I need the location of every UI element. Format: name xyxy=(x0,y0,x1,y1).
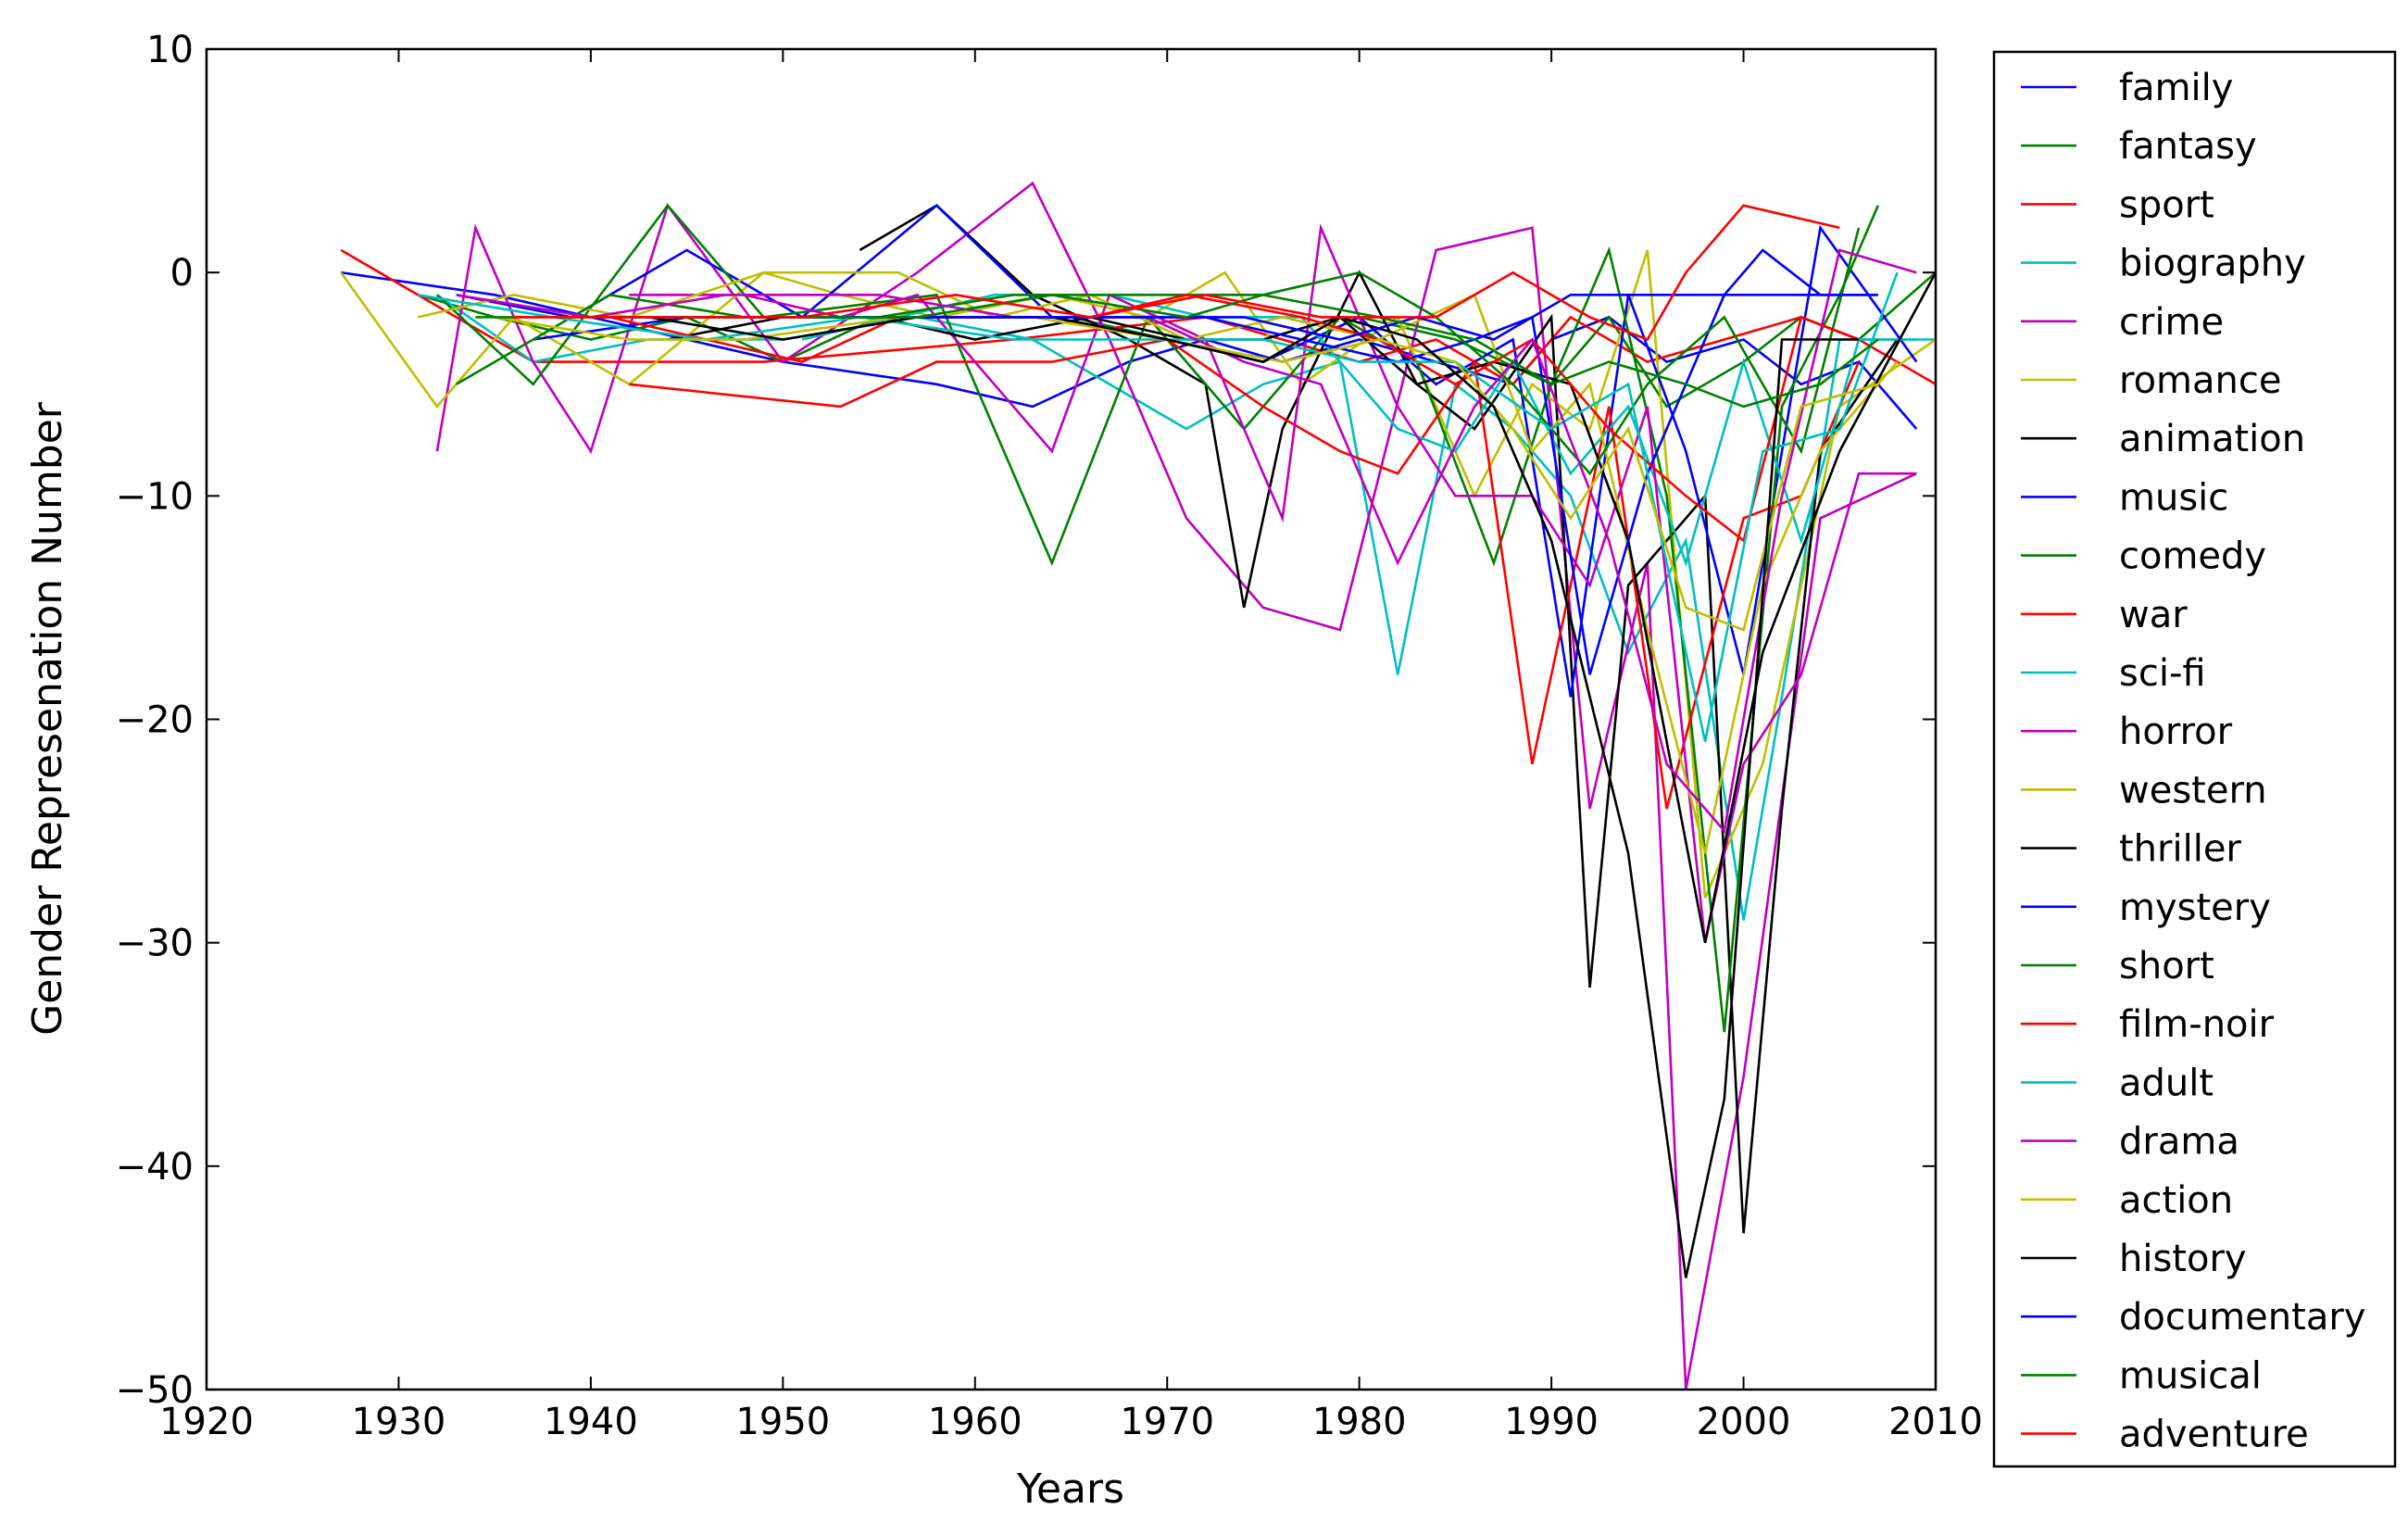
legend-label: short xyxy=(2119,945,2214,988)
y-tick-label: −30 xyxy=(116,923,194,965)
x-tick-label: 2000 xyxy=(1697,1401,1791,1443)
legend-item-war: war xyxy=(2021,594,2188,636)
legend-label: adventure xyxy=(2119,1414,2309,1456)
legend-label: war xyxy=(2119,594,2188,636)
x-tick-label: 1960 xyxy=(928,1401,1022,1443)
legend-label: sport xyxy=(2119,183,2214,226)
series-line-action xyxy=(494,316,1879,632)
legend-item-short: short xyxy=(2021,945,2214,988)
y-tick-label: 0 xyxy=(170,252,194,295)
legend-item-action: action xyxy=(2021,1179,2233,1222)
legend-label: mystery xyxy=(2119,887,2271,929)
x-tick-label: 1990 xyxy=(1504,1401,1599,1443)
legend-item-adventure: adventure xyxy=(2021,1414,2309,1456)
series-line-western xyxy=(417,271,1899,854)
legend-item-comedy: comedy xyxy=(2021,535,2266,578)
series-line-adult xyxy=(417,271,1899,742)
legend-item-musical: musical xyxy=(2021,1354,2262,1397)
legend-item-film-noir: film-noir xyxy=(2021,1003,2275,1046)
y-tick-label: −50 xyxy=(116,1369,194,1412)
series-line-film-noir xyxy=(609,293,1860,543)
x-tick-label: 1950 xyxy=(735,1401,830,1443)
legend-item-family: family xyxy=(2021,67,2233,109)
x-axis-title: Years xyxy=(1016,1466,1124,1513)
series-line-thriller xyxy=(667,271,1936,943)
ticks-layer: 1920 1930 1940 1950 1960 1970 1980 1990 2000 2010… xyxy=(116,29,1983,1443)
legend-label: history xyxy=(2119,1238,2247,1280)
x-tick-label: 2010 xyxy=(1888,1401,1983,1443)
series-line-sport xyxy=(340,248,1936,386)
legend-label: horror xyxy=(2119,711,2233,753)
series-line-drama xyxy=(456,248,1917,835)
legend-item-drama: drama xyxy=(2021,1121,2239,1164)
series-line-crime xyxy=(435,181,1917,1390)
legend-item-adult: adult xyxy=(2021,1062,2214,1104)
legend-item-documentary: documentary xyxy=(2021,1296,2365,1339)
legend-item-sport: sport xyxy=(2021,183,2214,226)
legend-label: music xyxy=(2119,476,2228,519)
series-line-romance xyxy=(340,249,1936,899)
legend-label: action xyxy=(2119,1179,2233,1222)
legend-label: musical xyxy=(2119,1354,2262,1397)
legend-label: film-noir xyxy=(2119,1003,2275,1046)
legend-label: fantasy xyxy=(2119,125,2257,168)
x-tick-label: 1980 xyxy=(1312,1401,1407,1443)
y-tick-label: −20 xyxy=(116,699,194,742)
y-tick-label: 10 xyxy=(146,29,194,71)
legend-label: sci-fi xyxy=(2119,652,2206,695)
legend: family fantasy sport biography crime romance a… xyxy=(1992,50,2397,1468)
legend-label: thriller xyxy=(2119,828,2241,871)
x-tick-label: 1940 xyxy=(544,1401,638,1443)
legend-item-western: western xyxy=(2021,769,2267,812)
legend-item-mystery: mystery xyxy=(2021,887,2271,929)
legend-item-sci-fi: sci-fi xyxy=(2021,652,2206,695)
y-axis-title: Gender Represenation Number xyxy=(24,401,71,1036)
legend-label: drama xyxy=(2119,1121,2239,1164)
legend-item-crime: crime xyxy=(2021,301,2224,344)
x-tick-label: 1970 xyxy=(1120,1401,1214,1443)
legend-item-history: history xyxy=(2021,1238,2247,1280)
legend-label: romance xyxy=(2119,359,2281,402)
legend-label: adult xyxy=(2119,1062,2214,1104)
x-tick-label: 1930 xyxy=(352,1401,446,1443)
legend-item-animation: animation xyxy=(2021,418,2305,460)
y-tick-label: −10 xyxy=(116,475,194,518)
series-line-adventure xyxy=(513,204,1840,342)
legend-label: comedy xyxy=(2119,535,2266,578)
legend-label: biography xyxy=(2119,243,2306,285)
legend-item-horror: horror xyxy=(2021,711,2233,753)
series-layer xyxy=(340,181,1936,1390)
y-tick-label: −40 xyxy=(116,1146,194,1189)
legend-label: crime xyxy=(2119,301,2224,344)
legend-label: family xyxy=(2119,67,2233,109)
legend-item-fantasy: fantasy xyxy=(2021,125,2257,168)
series-line-animation xyxy=(859,204,1899,1234)
legend-label: western xyxy=(2119,769,2267,812)
legend-item-music: music xyxy=(2021,476,2228,519)
legend-items: family fantasy sport biography crime romance a… xyxy=(2021,67,2365,1456)
legend-item-thriller: thriller xyxy=(2021,828,2241,871)
legend-frame xyxy=(1992,50,2397,1468)
legend-item-romance: romance xyxy=(2021,359,2281,402)
x-tick-label: 1920 xyxy=(159,1401,254,1443)
legend-label: documentary xyxy=(2119,1296,2365,1339)
legend-label: animation xyxy=(2119,418,2305,460)
legend-item-biography: biography xyxy=(2021,243,2306,285)
